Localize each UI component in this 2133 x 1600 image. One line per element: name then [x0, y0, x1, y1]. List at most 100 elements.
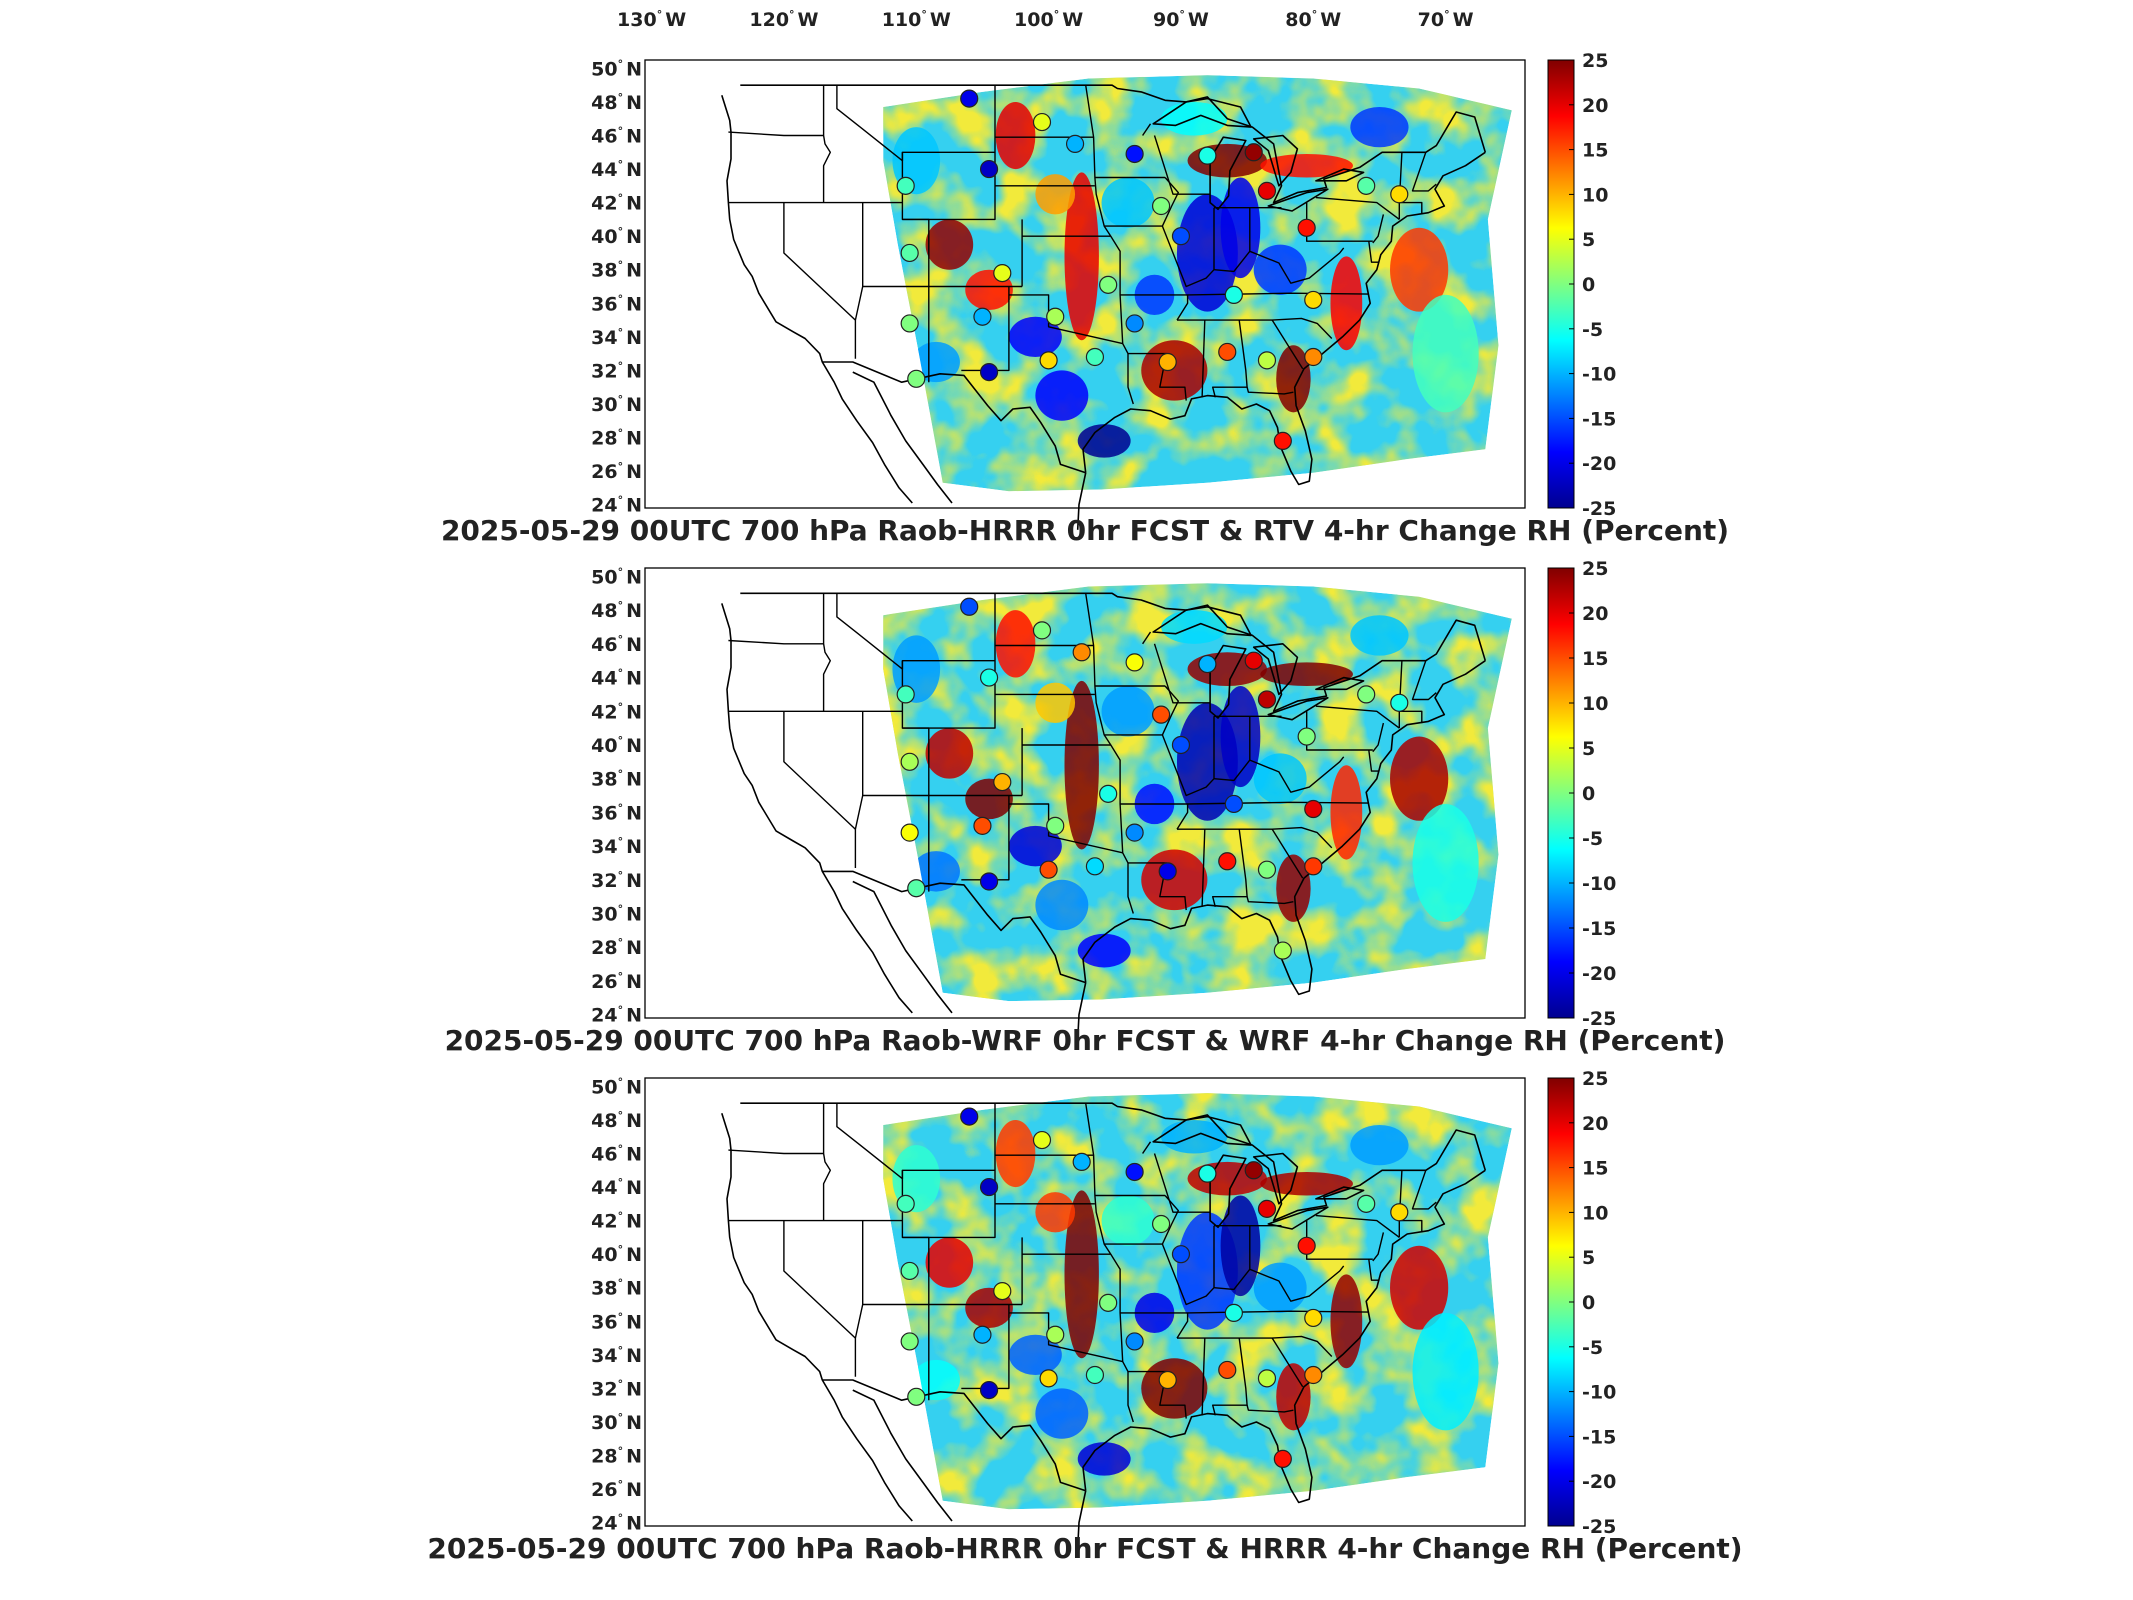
state-boundary: [1120, 294, 1189, 321]
rh-field-patch: [1350, 1124, 1409, 1166]
lon-tick-label: 120° W: [749, 8, 818, 31]
state-boundary: [728, 639, 824, 645]
state-boundary: [1249, 756, 1345, 793]
lat-tick-label: 48° N: [591, 1109, 642, 1132]
map-panel: 50° N 48° N 46° N 44° N 42° N 40° N 38° N 36° N 34° N 32° N…: [441, 50, 1729, 547]
rh-field-patch: [1064, 172, 1099, 341]
raob-point: [1273, 1449, 1292, 1468]
raob-point: [1297, 218, 1316, 237]
lat-tick-label: 42° N: [591, 192, 642, 215]
state-boundary: [1187, 801, 1369, 805]
raob-point: [1125, 823, 1144, 842]
state-boundary: [783, 202, 856, 321]
lat-tick-label: 24° N: [591, 1004, 642, 1027]
state-boundary: [902, 85, 996, 221]
great-lake: [1315, 676, 1365, 691]
colorbar-tick-label: 0: [1582, 1292, 1595, 1314]
lon-tick-label: 110° W: [882, 8, 951, 31]
rh-field-patch: [1064, 1190, 1099, 1359]
raob-point: [979, 668, 999, 687]
raob-point: [1099, 1293, 1118, 1312]
raob-stations: [896, 597, 1409, 960]
raob-point: [1039, 860, 1058, 879]
state-boundary: [854, 202, 864, 359]
lat-tick-label: 30° N: [591, 903, 642, 926]
state-boundary: [836, 85, 995, 162]
colorbar-tick-label: -20: [1582, 453, 1616, 475]
raob-point: [1151, 1214, 1171, 1234]
state-boundary: [1104, 177, 1179, 227]
state-boundary: [1213, 1225, 1251, 1291]
raob-point: [1032, 112, 1052, 132]
state-boundary: [1201, 1338, 1206, 1416]
raob-point: [1357, 176, 1376, 195]
raob-point: [1218, 1360, 1237, 1380]
rh-field-patch: [1077, 424, 1131, 458]
state-boundary: [1399, 201, 1423, 215]
raob-point: [1125, 1162, 1144, 1182]
state-boundary: [1187, 1310, 1369, 1314]
lat-tick-label: 44° N: [591, 667, 642, 690]
colorbar-tick-label: -10: [1582, 873, 1616, 895]
rh-field-patch: [1220, 1195, 1261, 1297]
colorbar-tick-label: 10: [1582, 693, 1608, 715]
raob-point: [1039, 1369, 1058, 1388]
colorbar: 25 20 15 10 5 0 -5 -10 -15 -20 -25: [1547, 1068, 1616, 1538]
rh-field-patch: [912, 341, 960, 383]
raob-point: [1125, 1332, 1144, 1351]
canada-border: [740, 84, 1487, 204]
raob-point: [979, 1380, 999, 1400]
raob-point: [979, 362, 999, 382]
state-boundary: [1142, 631, 1152, 645]
state-boundary: [1104, 685, 1179, 736]
colorbar-tick-label: 25: [1582, 50, 1608, 72]
rh-change-field: [883, 1093, 1512, 1510]
rh-field-patch: [1101, 685, 1155, 737]
raob-point: [1158, 862, 1177, 881]
raob-point: [907, 1387, 926, 1406]
colorbar-tick-label: 25: [1582, 1068, 1608, 1090]
panel-title: 2025-05-29 00UTC 700 hPa Raob-WRF 0hr FC…: [445, 1024, 1726, 1057]
state-boundary: [1411, 1170, 1437, 1210]
lon-tick-label: 100° W: [1014, 8, 1083, 31]
map-panel: 50° N 48° N 46° N 44° N 42° N 40° N 38° N 36° N 34° N 32° N…: [445, 558, 1726, 1057]
raob-point: [1039, 351, 1058, 370]
raob-point: [1171, 735, 1191, 755]
rh-field-patch: [1330, 256, 1363, 351]
rh-field-patch: [995, 101, 1036, 170]
lat-tick-label: 28° N: [591, 936, 642, 959]
state-boundary: [1315, 196, 1400, 220]
colorbar-tick-label: -5: [1582, 828, 1603, 850]
raob-point: [900, 314, 919, 333]
mexico-gulf-coast: [1076, 982, 1087, 1040]
raob-stations: [896, 1107, 1409, 1468]
great-lake: [1267, 188, 1329, 212]
state-boundary: [1246, 896, 1294, 905]
colorbar-tick-label: -20: [1582, 963, 1616, 985]
east-gulf-coastline: [1082, 151, 1486, 486]
rh-field-patch: [1276, 1363, 1311, 1431]
raob-point: [1304, 347, 1323, 367]
state-boundary: [1271, 1337, 1304, 1388]
raob-point: [973, 1325, 992, 1344]
panel-title: 2025-05-29 00UTC 700 hPa Raob-HRRR 0hr F…: [427, 1532, 1742, 1565]
state-boundary: [1368, 241, 1380, 263]
rh-field-patch: [1260, 1171, 1353, 1196]
lat-tick-label: 44° N: [591, 1176, 642, 1199]
raob-point: [896, 176, 915, 195]
raob-point: [900, 1261, 919, 1281]
mexico-border: [822, 361, 1086, 474]
rh-field-patch: [1412, 1312, 1479, 1431]
state-boundary: [1201, 320, 1206, 398]
colorbar-tick-label: 20: [1582, 1113, 1608, 1135]
raob-point: [1218, 852, 1237, 871]
rh-field-patch: [925, 728, 974, 779]
rh-field-patch: [1390, 227, 1449, 312]
raob-point: [1198, 1164, 1217, 1183]
raob-point: [1151, 196, 1171, 216]
state-boundary: [854, 1220, 864, 1377]
rh-field-patch: [1220, 685, 1261, 788]
lat-tick-label: 28° N: [591, 427, 642, 450]
raob-point: [979, 872, 999, 891]
